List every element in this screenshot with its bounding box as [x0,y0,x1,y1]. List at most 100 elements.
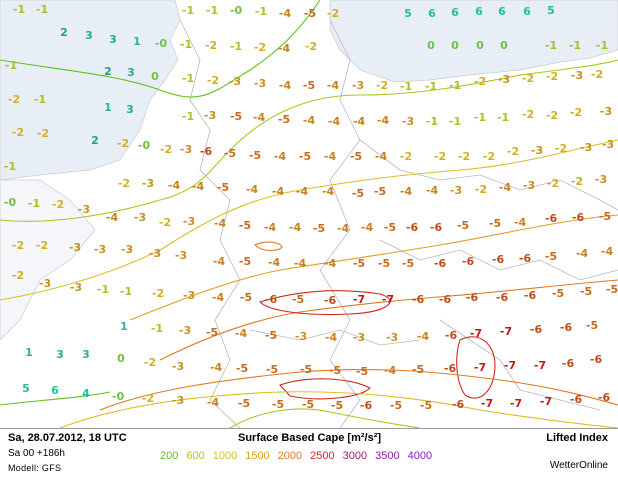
legend-item: 200 [160,450,179,462]
lifted-index-value: -4 [400,185,413,198]
lifted-index-value: -5 [249,149,261,162]
lifted-index-value: -5 [352,187,364,200]
lifted-index-value: -3 [204,109,216,122]
lifted-index-value: -2 [434,150,446,163]
lifted-index-value: 1 [120,320,128,333]
lifted-index-value: -1 [13,3,25,16]
water-areas [0,0,618,341]
lifted-index-value: -4 [272,185,285,198]
lifted-index-value: -5 [374,185,386,198]
lifted-index-value: -3 [602,138,614,151]
lifted-index-value: -5 [402,257,414,270]
lifted-index-value: -3 [254,77,266,90]
lifted-index-value: -4 [289,221,302,234]
lifted-index-value: -4 [296,185,309,198]
lifted-index-value: -2 [475,183,487,196]
legend-item: 2500 [310,450,335,462]
lifted-index-value: -5 [313,222,325,235]
lifted-index-value: -4 [214,217,227,230]
lifted-index-value: 6 [451,6,459,19]
lifted-index-value: -1 [596,39,608,52]
lifted-index-value: -2 [474,75,486,88]
lifted-index-value: -1 [449,115,461,128]
lifted-index-value: -5 [586,319,598,332]
lifted-index-value: -2 [159,216,171,229]
lifted-index-value: -6 [524,289,537,302]
lifted-index-value: -5 [303,79,315,92]
lifted-index-value: 0 [476,39,484,52]
lifted-index-value: -1 [5,59,17,72]
lifted-index-value: -7 [504,359,516,372]
lifted-index-value: -3 [179,324,191,337]
lifted-index-value: -2 [118,177,130,190]
lifted-index-value: -6 [545,212,558,225]
lifted-index-value: -2 [142,392,154,405]
lifted-index-value: -4 [279,79,292,92]
lifted-index-value: -2 [522,108,534,121]
lifted-index-value: 6 [475,5,483,18]
lifted-index-value: -3 [172,360,184,373]
lifted-index-value: -5 [265,329,277,342]
lifted-index-value: -4 [324,257,337,270]
lifted-index-value: -3 [498,73,510,86]
lifted-index-value: 2 [91,134,99,147]
lifted-index-value: -1 [34,93,46,106]
lifted-index-value: -1 [400,80,412,93]
lifted-index-value: -2 [555,142,567,155]
lifted-index-value: -4 [325,331,338,344]
lifted-index-value: -7 [510,397,522,410]
lifted-index-value: -3 [402,115,414,128]
lifted-index-value: -2 [546,70,558,83]
lifted-index-value: -6 [324,294,337,307]
lifted-index-value: -2 [305,40,317,53]
lifted-index-value: -4 [207,396,220,409]
lifted-index-value: -7 [500,325,512,338]
lifted-index-value: -3 [175,249,187,262]
lifted-index-value: -2 [327,7,339,20]
lifted-index-value: -5 [272,398,284,411]
weather-map: -1 -1 -1 -1 -0 -1 -4 -5 -2 5 6 6 6 6 6 52 3 3 1 -0 -1 -2 -1 -2-… [0,0,618,428]
lifted-index-value: -4 [514,216,527,229]
lifted-index-value: -1 [4,160,16,173]
lifted-index-value: 3 [109,33,117,46]
lifted-index-value: -6 [412,293,425,306]
legend-item: 2000 [277,450,303,462]
lifted-index-value: -2 [591,68,603,81]
lifted-index-value: -4 [417,330,430,343]
lifted-index-value: 0 [151,70,159,83]
lifted-index-value: -2 [36,239,48,252]
lifted-index-value: 0 [427,39,435,52]
lifted-index-value: -3 [352,79,364,92]
lifted-index-value: -4 [235,327,248,340]
lifted-index-value: 6 [498,5,506,18]
lifted-index-value: -7 [540,395,552,408]
lifted-index-value: -7 [534,359,546,372]
lifted-index-value: -1 [36,3,48,16]
lifted-index-value: -2 [458,150,470,163]
lifted-index-value: -2 [376,79,388,92]
lifted-index-value: -4 [106,211,119,224]
lifted-index-value: -3 [78,203,90,216]
lifted-index-value: -1 [497,111,509,124]
lifted-index-value: -5 [489,217,501,230]
lifted-index-value: -5 [552,287,564,300]
lifted-index-value: 6 [428,7,436,20]
lifted-index-value: -2 [52,198,64,211]
lifted-index-value: -3 [595,173,607,186]
lifted-index-title: Lifted Index [546,432,608,444]
brand-label: WetterOnline [549,460,608,471]
lifted-index-value: -5 [378,257,390,270]
lifted-index-value: -6 [560,321,573,334]
lifted-index-value: -1 [255,5,267,18]
lifted-index-value: -4 [279,7,292,20]
lifted-index-value: -5 [599,210,611,223]
model-name: Modell: GFS [8,463,62,473]
lifted-index-value: -6 [519,252,532,265]
lifted-index-value: -5 [356,365,368,378]
lifted-index-value: -3 [229,75,241,88]
lifted-index-value: -1 [569,39,581,52]
lifted-index-value: -1 [545,39,557,52]
lifted-index-value: -4 [278,42,291,55]
lifted-index-value: -3 [149,247,161,260]
lifted-index-value: -1 [151,322,163,335]
